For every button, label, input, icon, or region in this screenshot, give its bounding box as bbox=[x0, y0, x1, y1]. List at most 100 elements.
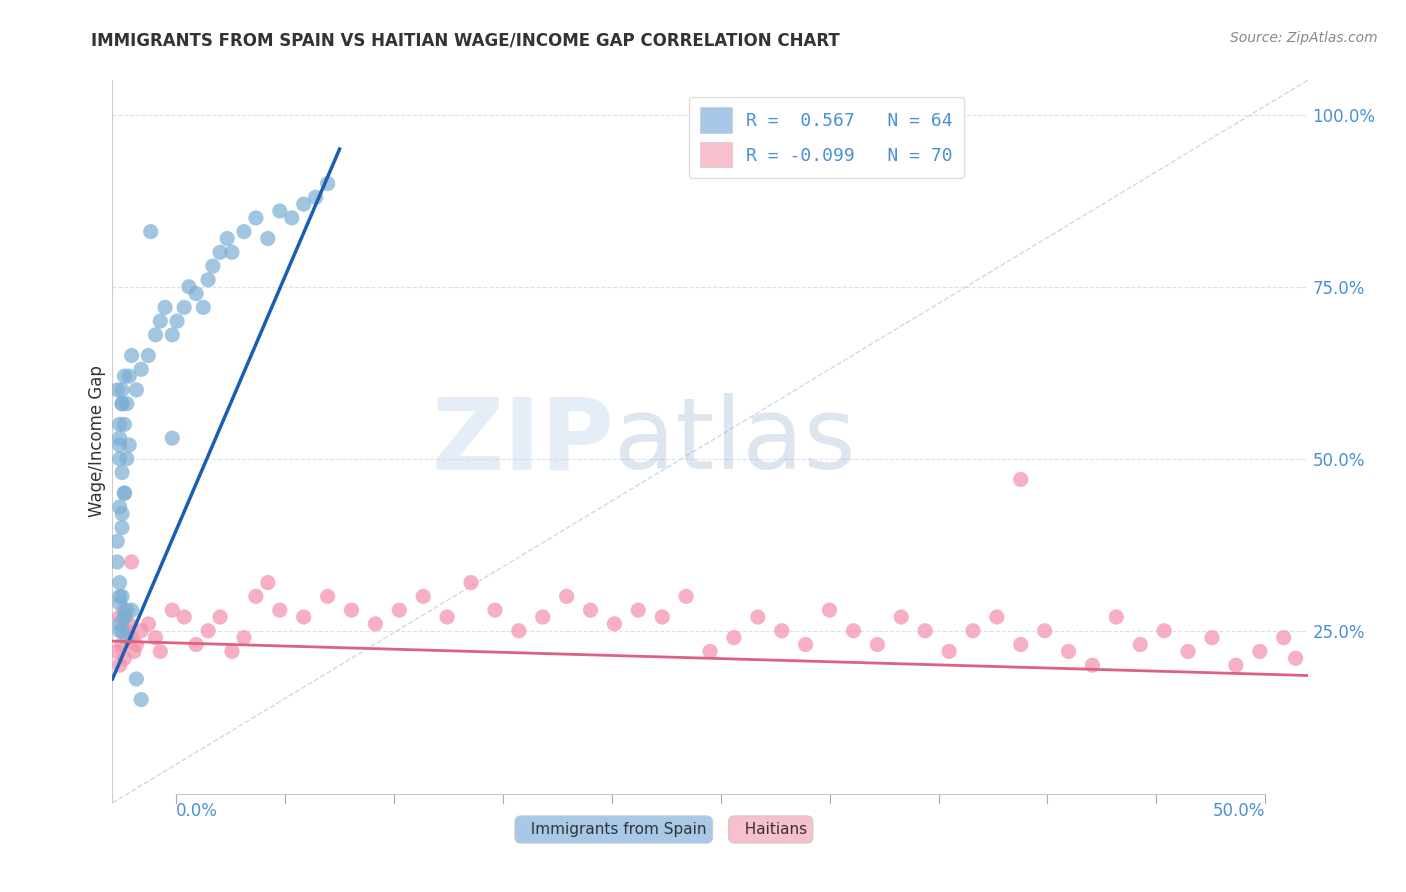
Point bbox=[233, 225, 256, 239]
Point bbox=[114, 486, 135, 500]
Point bbox=[111, 590, 134, 604]
Point bbox=[114, 369, 135, 384]
Point bbox=[938, 644, 960, 658]
Point bbox=[579, 603, 602, 617]
Point bbox=[125, 383, 148, 397]
Point bbox=[723, 631, 745, 645]
Point bbox=[340, 603, 363, 617]
Point bbox=[436, 610, 458, 624]
Point bbox=[460, 575, 482, 590]
Point bbox=[197, 273, 219, 287]
Point bbox=[269, 204, 291, 219]
Point bbox=[108, 431, 131, 445]
Point bbox=[651, 610, 673, 624]
Point bbox=[292, 610, 315, 624]
Point bbox=[111, 520, 134, 534]
Point bbox=[118, 616, 141, 631]
Point bbox=[111, 397, 134, 411]
Point bbox=[145, 631, 167, 645]
Text: 0.0%: 0.0% bbox=[176, 802, 218, 820]
Point bbox=[316, 177, 339, 191]
Point bbox=[111, 624, 134, 638]
Point bbox=[114, 610, 135, 624]
Point bbox=[129, 362, 152, 376]
Point bbox=[129, 692, 152, 706]
Point bbox=[1177, 644, 1199, 658]
Point bbox=[108, 451, 131, 466]
Point bbox=[125, 638, 148, 652]
Text: atlas: atlas bbox=[614, 393, 856, 490]
Point bbox=[186, 286, 208, 301]
Point bbox=[115, 624, 138, 638]
Point bbox=[914, 624, 936, 638]
Point bbox=[209, 245, 232, 260]
Point bbox=[842, 624, 865, 638]
Point bbox=[257, 231, 280, 245]
Point bbox=[197, 624, 219, 638]
Point bbox=[162, 431, 183, 445]
Point bbox=[108, 590, 131, 604]
Point bbox=[138, 349, 160, 363]
Point bbox=[221, 644, 243, 658]
Point bbox=[257, 575, 280, 590]
Point bbox=[217, 231, 239, 245]
Point bbox=[1249, 644, 1271, 658]
Point bbox=[108, 417, 131, 432]
Point bbox=[1201, 631, 1223, 645]
Point bbox=[139, 225, 162, 239]
Point bbox=[115, 603, 138, 617]
Point bbox=[555, 590, 578, 604]
Point bbox=[747, 610, 769, 624]
Point bbox=[281, 211, 304, 225]
Point bbox=[173, 301, 195, 315]
Point bbox=[962, 624, 984, 638]
Point bbox=[186, 638, 208, 652]
Point bbox=[201, 259, 224, 273]
Point bbox=[111, 507, 134, 521]
Point bbox=[364, 616, 387, 631]
Point bbox=[115, 451, 138, 466]
Point bbox=[675, 590, 697, 604]
Point bbox=[121, 603, 143, 617]
Point bbox=[108, 596, 131, 610]
Point bbox=[111, 397, 134, 411]
Text: Immigrants from Spain: Immigrants from Spain bbox=[522, 822, 706, 837]
Point bbox=[114, 603, 135, 617]
Point bbox=[1010, 472, 1032, 486]
Point bbox=[118, 438, 141, 452]
Point bbox=[866, 638, 889, 652]
Point bbox=[108, 575, 131, 590]
Point bbox=[1285, 651, 1308, 665]
Point bbox=[627, 603, 650, 617]
Legend: R =  0.567   N = 64, R = -0.099   N = 70: R = 0.567 N = 64, R = -0.099 N = 70 bbox=[689, 96, 965, 178]
Point bbox=[138, 616, 160, 631]
Point bbox=[121, 631, 143, 645]
Point bbox=[114, 651, 135, 665]
Point bbox=[316, 590, 339, 604]
Point bbox=[269, 603, 291, 617]
Point bbox=[221, 245, 243, 260]
Point bbox=[121, 555, 143, 569]
Point bbox=[1033, 624, 1056, 638]
Point bbox=[890, 610, 912, 624]
Point bbox=[122, 644, 145, 658]
Point bbox=[794, 638, 817, 652]
Point bbox=[173, 610, 195, 624]
Point bbox=[108, 624, 131, 638]
Point bbox=[145, 327, 167, 342]
Point bbox=[245, 211, 267, 225]
Point bbox=[209, 610, 232, 624]
Point bbox=[177, 279, 200, 293]
Point bbox=[105, 555, 128, 569]
Point bbox=[111, 383, 134, 397]
Point bbox=[108, 616, 131, 631]
Point bbox=[508, 624, 530, 638]
Point bbox=[108, 658, 131, 673]
Point bbox=[531, 610, 554, 624]
Point bbox=[986, 610, 1008, 624]
Point bbox=[388, 603, 411, 617]
Point bbox=[245, 590, 267, 604]
Point bbox=[162, 327, 183, 342]
Point bbox=[603, 616, 626, 631]
Point bbox=[108, 500, 131, 514]
